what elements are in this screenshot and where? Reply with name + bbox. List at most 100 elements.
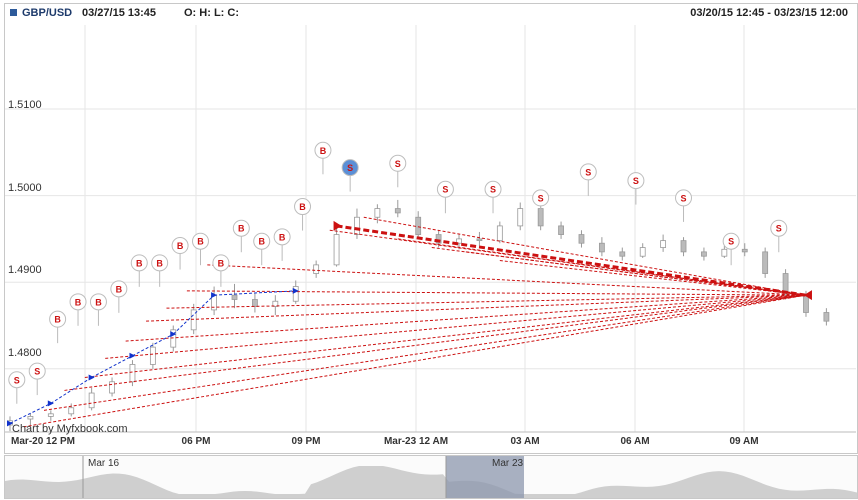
sell-marker (770, 219, 788, 237)
marker-label: S (347, 163, 353, 173)
candle-body (639, 247, 646, 257)
candle-body (231, 294, 238, 300)
buy-marker (314, 141, 332, 159)
candle-body (619, 251, 626, 257)
marker-label: S (633, 176, 639, 186)
blue-arrow-icon (292, 287, 299, 294)
trade-line (105, 294, 807, 359)
marker-label: S (728, 237, 734, 247)
date-range: 03/20/15 12:45 - 03/23/15 12:00 (690, 7, 848, 19)
marker-label: S (14, 375, 20, 385)
symbol-square-icon (10, 9, 17, 16)
candle-body (129, 364, 136, 383)
x-tick-label: 06 PM (181, 436, 211, 447)
candle-body (68, 407, 75, 415)
candle-body (762, 251, 769, 274)
entry-arrow-icon (333, 220, 342, 231)
sell-marker (722, 232, 740, 250)
chart-frame (4, 3, 858, 454)
buy-marker (273, 228, 291, 246)
candle-body (333, 234, 340, 266)
marker-label: B (299, 202, 306, 212)
navigator-selection-window[interactable] (446, 456, 524, 498)
candle-body (27, 416, 34, 420)
current-datetime: 03/27/15 13:45 (82, 7, 157, 19)
marker-label: B (177, 241, 184, 251)
sell-marker (532, 189, 550, 207)
buy-marker (49, 310, 67, 328)
blue-path-line (132, 333, 174, 357)
navigator-panel[interactable]: Mar 16 Mar 23 (4, 455, 858, 499)
price-chart[interactable]: S S B B B B B B B B B B B B B B S S S S S S S S S S (0, 0, 858, 455)
marker-label: S (776, 224, 782, 234)
candle-body (701, 251, 707, 257)
blue-path-line (9, 402, 52, 424)
sell-marker (484, 180, 502, 198)
buy-marker (110, 280, 128, 298)
y-tick-label: 1.5000 (8, 182, 42, 194)
buy-marker (191, 232, 209, 250)
marker-label: B (95, 297, 102, 307)
navigator-label: Mar 16 (88, 458, 120, 469)
marker-label: B (156, 258, 163, 268)
blue-arrow-icon (88, 374, 95, 381)
symbol-label: GBP/USD (22, 7, 73, 19)
exit-arrow-icon (803, 290, 812, 301)
marker-label: B (320, 146, 327, 156)
buy-marker (69, 293, 87, 311)
candle-body (313, 264, 320, 274)
buy-marker (253, 232, 271, 250)
marker-label: S (34, 367, 40, 377)
marker-label: B (136, 258, 143, 268)
trade-line (84, 294, 807, 378)
marker-label: B (238, 224, 245, 234)
candle-body (660, 240, 667, 248)
candle-body (149, 346, 156, 365)
candle-body (292, 286, 299, 302)
trade-line (397, 238, 807, 296)
candle-body (578, 234, 585, 244)
marker-label: B (54, 315, 61, 325)
candle-body (476, 238, 483, 242)
buy-marker (130, 254, 148, 272)
trade-line (431, 247, 807, 296)
ohlc-readout: O: H: L: C: (184, 7, 239, 19)
candle-body (374, 208, 381, 218)
candle-body (415, 216, 422, 235)
marker-label: S (490, 185, 496, 195)
candle-body (823, 312, 830, 322)
blue-arrow-icon (47, 400, 54, 407)
trade-line (125, 294, 807, 342)
trade-line (186, 290, 806, 296)
x-tick-label: 09 PM (291, 436, 321, 447)
candle-body (354, 216, 360, 235)
buy-marker (171, 237, 189, 255)
candle-body (680, 240, 687, 253)
candle-body (803, 294, 809, 313)
candle-body (394, 208, 401, 214)
buy-marker (294, 198, 312, 216)
sell-marker (341, 159, 359, 177)
marker-label: B (258, 237, 265, 247)
candle-body (517, 208, 524, 227)
sell-marker (627, 172, 645, 190)
blue-arrow-icon (129, 352, 136, 359)
main-trade-line (336, 224, 807, 297)
blue-arrow-icon (170, 331, 177, 338)
candle-body (741, 248, 748, 253)
blue-path-line (50, 377, 92, 404)
sell-marker (436, 180, 454, 198)
buy-marker (232, 219, 250, 237)
trade-line (23, 294, 807, 428)
candle-body (47, 413, 54, 417)
trade-line (146, 294, 807, 322)
candle-body (558, 225, 564, 235)
candle-body (721, 248, 728, 257)
trade-line (363, 216, 807, 296)
sell-marker (28, 362, 46, 380)
chart-credit: Chart by Myfxbook.com (12, 423, 128, 435)
candle-body (88, 392, 95, 409)
navigator-area[interactable] (5, 456, 857, 498)
candle-body (456, 238, 462, 244)
x-tick-label: Mar-23 12 AM (383, 436, 449, 447)
